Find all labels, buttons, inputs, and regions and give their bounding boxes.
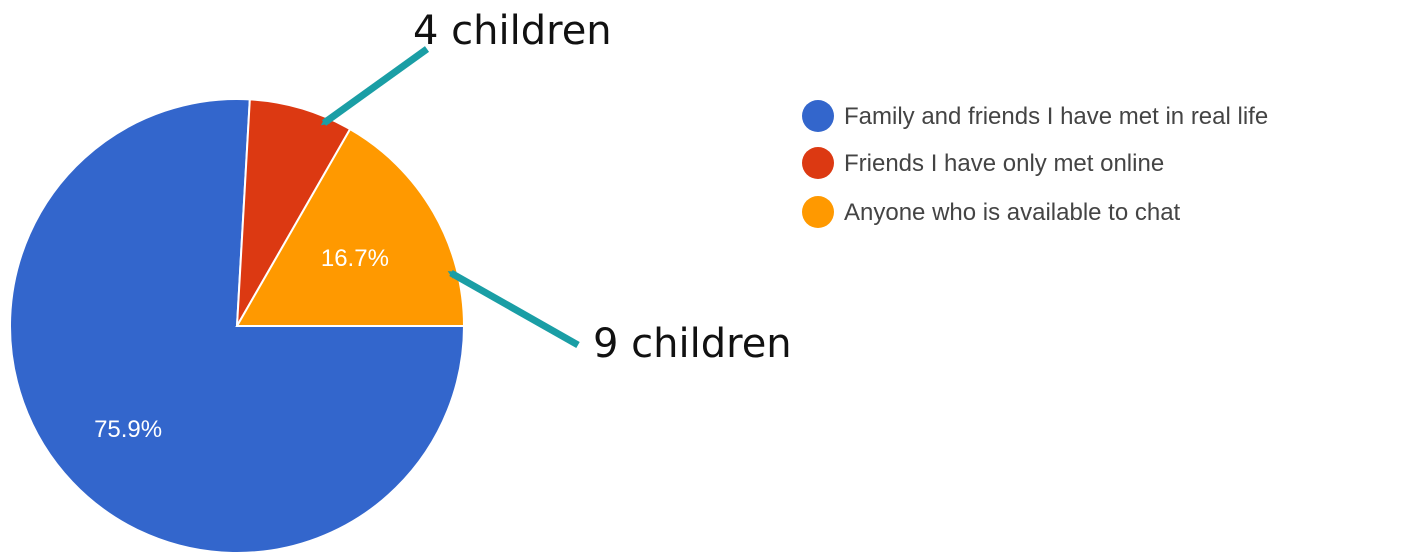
annotation-4-children: 4 children: [413, 8, 612, 54]
legend-marker-anyone: [802, 196, 834, 228]
annotation-arrow-9-children: [447, 269, 580, 349]
pie-slice-anyone: [235, 127, 466, 327]
annotation-9-children: 9 children: [593, 321, 792, 367]
pie-slice-online-friends: [236, 98, 352, 327]
legend-item-anyone: Anyone who is available to chat: [802, 196, 1181, 228]
annotation-arrow-4-children: [320, 46, 430, 126]
pie-data-label-anyone: 16.7%: [321, 245, 389, 272]
legend-item-family: Family and friends I have met in real li…: [802, 100, 1268, 132]
legend-marker-online-friends: [802, 147, 834, 179]
pie-data-labels: 75.9% 16.7%: [94, 245, 389, 443]
legend-label-family: Family and friends I have met in real li…: [844, 103, 1268, 130]
annotations: 4 children 9 children: [320, 8, 792, 367]
legend-marker-family: [802, 100, 834, 132]
pie-slice-family: [9, 97, 466, 554]
pie-data-label-family: 75.9%: [94, 416, 162, 443]
legend-label-anyone: Anyone who is available to chat: [844, 199, 1181, 226]
legend-label-online-friends: Friends I have only met online: [844, 150, 1164, 177]
legend: Family and friends I have met in real li…: [802, 100, 1268, 228]
legend-item-online-friends: Friends I have only met online: [802, 147, 1164, 179]
pie-slices: [9, 97, 466, 554]
